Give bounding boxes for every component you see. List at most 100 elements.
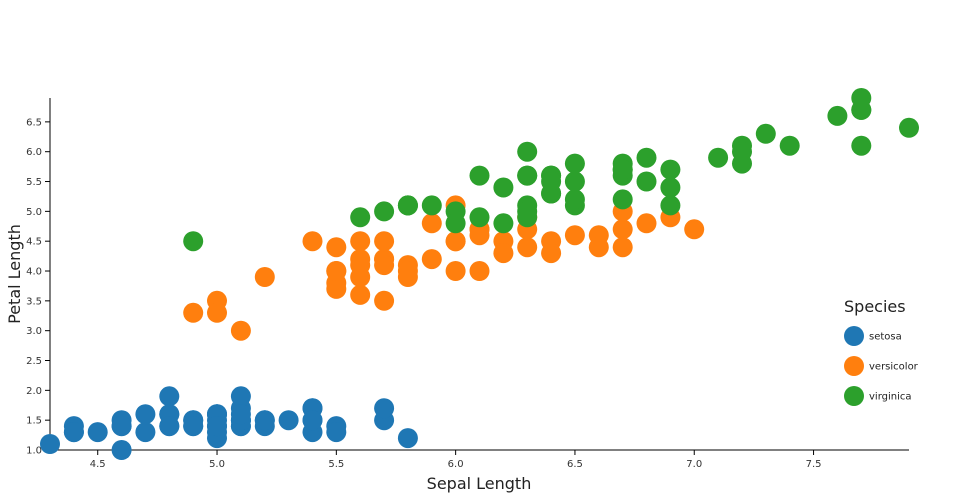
x-tick-label: 7.0	[686, 459, 702, 470]
legend-swatch-versicolor	[844, 356, 864, 376]
x-tick-label: 7.5	[806, 459, 822, 470]
point-setosa	[159, 386, 180, 407]
point-virginica	[660, 159, 681, 180]
point-versicolor	[326, 278, 347, 299]
point-versicolor	[230, 320, 251, 341]
legend-label-versicolor: versicolor	[869, 362, 919, 373]
y-tick-label: 3.0	[26, 326, 42, 337]
point-versicolor	[397, 261, 418, 281]
x-axis: 4.5 5.0 5.5 6.0 6.5 7.0 7.5	[50, 449, 909, 470]
point-setosa	[230, 386, 251, 407]
point-setosa	[326, 422, 347, 443]
point-virginica	[493, 213, 514, 234]
point-versicolor	[350, 249, 371, 270]
point-versicolor	[302, 231, 323, 252]
point-versicolor	[207, 302, 227, 323]
point-versicolor	[469, 261, 490, 281]
y-tick-label: 1.5	[26, 416, 42, 427]
point-setosa	[135, 404, 156, 425]
point-versicolor	[445, 231, 466, 252]
x-tick-label: 6.0	[448, 459, 464, 470]
point-virginica	[851, 135, 872, 156]
point-versicolor	[445, 261, 466, 281]
point-versicolor	[612, 237, 633, 258]
point-versicolor	[350, 231, 371, 252]
legend-label-virginica: virginica	[869, 392, 912, 403]
x-tick-label: 4.5	[90, 459, 106, 470]
y-axis-title: Petal Length	[5, 224, 24, 324]
point-virginica	[374, 201, 395, 222]
point-versicolor	[517, 237, 538, 258]
legend-title: Species	[844, 297, 906, 316]
point-virginica	[350, 207, 371, 228]
legend-swatch-virginica	[844, 386, 864, 406]
point-virginica	[732, 153, 752, 174]
point-virginica	[660, 195, 681, 216]
data-points	[40, 88, 919, 460]
y-axis-ticks: 1.0 1.5 2.0 2.5 3.0 3.5 4.0 4.5 5.0 5.5 6.0 6.5	[26, 117, 50, 457]
point-versicolor	[254, 267, 275, 287]
point-versicolor	[326, 261, 347, 281]
point-virginica	[517, 141, 538, 162]
point-virginica	[564, 171, 585, 192]
point-virginica	[564, 189, 585, 210]
point-virginica	[636, 147, 657, 168]
point-setosa	[111, 416, 132, 437]
x-tick-label: 5.5	[328, 459, 344, 470]
x-tick-label: 6.5	[567, 459, 583, 470]
legend-label-setosa: setosa	[869, 332, 902, 343]
point-versicolor	[350, 284, 371, 305]
point-setosa	[230, 404, 251, 425]
point-versicolor	[564, 225, 585, 246]
point-versicolor	[493, 243, 514, 264]
point-virginica	[517, 201, 538, 222]
point-versicolor	[374, 290, 395, 311]
point-setosa	[87, 422, 108, 443]
point-versicolor	[684, 219, 705, 240]
point-virginica	[469, 207, 490, 228]
point-versicolor	[612, 219, 633, 240]
point-setosa	[183, 416, 204, 437]
point-virginica	[779, 135, 800, 156]
legend-swatch-setosa	[844, 326, 864, 346]
point-versicolor	[588, 237, 609, 258]
y-tick-label: 6.5	[26, 117, 42, 128]
point-virginica	[397, 195, 418, 216]
legend: Species setosa versicolor virginica	[844, 297, 919, 406]
point-virginica	[469, 165, 490, 186]
point-virginica	[541, 171, 562, 192]
x-axis-title: Sepal Length	[427, 474, 532, 493]
point-setosa	[278, 410, 299, 431]
point-versicolor	[636, 213, 657, 234]
point-setosa	[159, 416, 180, 437]
y-tick-label: 6.0	[26, 147, 42, 158]
y-tick-label: 4.0	[26, 267, 42, 278]
point-virginica	[660, 177, 681, 198]
point-virginica	[612, 189, 633, 210]
point-versicolor	[469, 225, 490, 246]
point-virginica	[445, 213, 466, 234]
point-setosa	[254, 410, 275, 431]
y-tick-label: 2.5	[26, 356, 42, 367]
point-setosa	[111, 440, 132, 460]
x-tick-label: 5.0	[209, 459, 225, 470]
y-tick-label: 5.5	[26, 177, 42, 188]
point-setosa	[135, 422, 156, 443]
point-setosa	[397, 428, 418, 449]
point-versicolor	[374, 231, 395, 252]
legend-items: setosa versicolor virginica	[844, 326, 919, 406]
point-versicolor	[183, 302, 204, 323]
point-virginica	[899, 117, 919, 138]
point-versicolor	[421, 249, 442, 270]
point-setosa	[302, 410, 323, 431]
y-axis: 1.0 1.5 2.0 2.5 3.0 3.5 4.0 4.5 5.0 5.5 6.0 6.5	[26, 98, 51, 457]
point-versicolor	[374, 255, 395, 276]
point-versicolor	[421, 213, 442, 234]
point-virginica	[421, 195, 442, 216]
point-setosa	[374, 398, 395, 419]
point-virginica	[183, 231, 204, 252]
point-virginica	[851, 99, 872, 120]
y-tick-label: 3.5	[26, 296, 42, 307]
point-virginica	[517, 165, 538, 186]
y-tick-label: 5.0	[26, 207, 42, 218]
